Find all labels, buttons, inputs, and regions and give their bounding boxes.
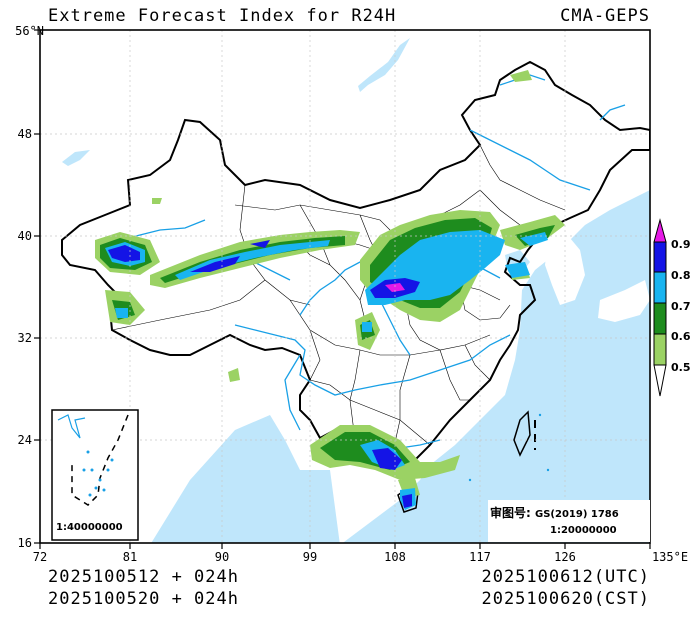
legend-label: 0.7 [671,300,691,313]
japan-land [598,280,650,322]
x-tick-label: 108 [384,550,406,564]
init-time-utc: 2025100512 + 024h [48,567,239,587]
legend-swatch-05 [653,333,667,366]
legend-swatch-09 [653,218,667,243]
y-tick-label: 16 [18,536,32,550]
map-title: Extreme Forecast Index for R24H [48,6,397,26]
x-tick-label: 72 [33,550,47,564]
legend-label: 0.9 [671,238,691,251]
x-tick-label: 117 [469,550,491,564]
x-tick-label: 99 [303,550,317,564]
sea-south-southwest [151,415,340,543]
y-tick-label: 40 [18,229,32,243]
inset-sea [57,414,86,439]
x-tick-label: 90 [215,550,229,564]
valid-time-cst: 2025100620(CST) [481,589,650,609]
legend-swatch-06 [653,302,667,335]
legend-swatch-08 [653,241,667,273]
map-area [40,30,650,543]
legend-label: 0.5 [671,361,691,374]
efi-level-08 [108,240,420,508]
y-tick-label: 56°N [15,24,44,38]
map-approval-box: 审图号: GS(2019) 1786 1:20000000 [488,500,650,542]
taiwan-outline [513,410,531,457]
legend-swatch-below [653,364,667,397]
inset-map [51,409,139,541]
x-tick-label: 126 [554,550,576,564]
lake-balkhash [62,150,90,166]
approval-number: 审图号: GS(2019) 1786 [490,506,619,520]
map-frame [39,29,651,544]
inset-islands [82,450,114,497]
inset-scale: 1:40000000 [56,522,123,533]
valid-time-utc: 2025100612(UTC) [481,567,650,587]
organization-label: CMA-GEPS [560,6,650,26]
legend-swatch-07 [653,271,667,304]
legend-label: 0.8 [671,269,691,282]
lake-baikal [358,38,410,92]
map-grid [40,30,650,543]
init-time-cst: 2025100520 + 024h [48,589,239,609]
efi-level-09 [385,283,405,292]
y-tick-label: 48 [18,127,32,141]
y-tick-label: 32 [18,331,32,345]
korea-land [545,232,585,305]
approval-scale: 1:20000000 [550,525,617,536]
legend-label: 0.6 [671,330,691,343]
x-tick-label: 81 [123,550,137,564]
inset-dashed-line [71,414,129,506]
y-tick-label: 24 [18,433,32,447]
axis-ticks [34,29,651,549]
x-tick-label: 135°E [652,550,688,564]
color-legend: 0.9 0.8 0.7 0.6 0.5 [653,218,691,397]
